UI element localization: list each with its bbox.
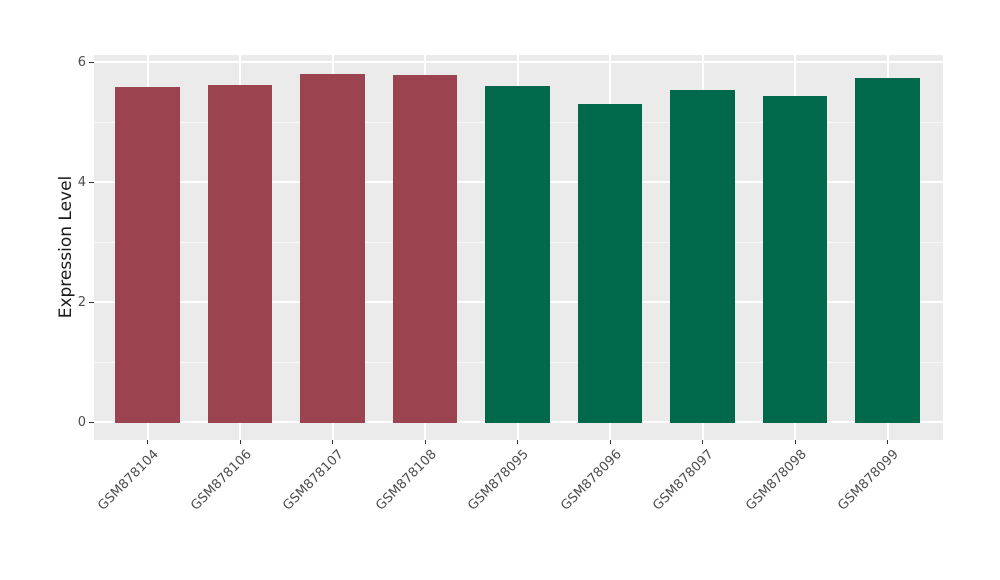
y-tick-label-0: 0	[77, 414, 86, 430]
y-axis-tick-2	[89, 301, 94, 303]
x-axis-tick-GSM878099	[887, 440, 888, 444]
bar-GSM878097	[670, 89, 735, 423]
bar-GSM878104	[115, 87, 180, 423]
x-tick-label-GSM878095: GSM878095	[465, 447, 533, 514]
bar-GSM878095	[485, 86, 550, 423]
bar-GSM878096	[577, 104, 643, 423]
x-axis-tick-GSM878106	[239, 440, 241, 444]
x-axis-tick-GSM878108	[424, 440, 426, 444]
bar-GSM878108	[392, 75, 458, 423]
bar-GSM878106	[207, 84, 273, 423]
y-tick-label-2: 2	[77, 294, 86, 310]
x-axis-tick-GSM878095	[517, 440, 518, 444]
plot-panel	[94, 55, 943, 440]
y-axis-tick-4	[89, 181, 94, 183]
x-tick-label-GSM878104: GSM878104	[95, 447, 163, 514]
x-axis-tick-GSM878098	[794, 440, 796, 444]
x-tick-label-GSM878107: GSM878107	[280, 447, 348, 514]
bar-GSM878107	[300, 74, 365, 423]
x-axis-tick-GSM878096	[609, 440, 611, 444]
x-axis-tick-GSM878104	[147, 440, 148, 444]
x-axis-tick-GSM878107	[332, 440, 333, 444]
bar-GSM878099	[855, 78, 920, 423]
y-tick-label-4: 4	[77, 174, 86, 190]
x-tick-label-GSM878096: GSM878096	[558, 447, 625, 514]
x-tick-label-GSM878108: GSM878108	[373, 447, 440, 514]
x-tick-label-GSM878098: GSM878098	[743, 447, 810, 514]
gridline-major-y6	[94, 61, 943, 63]
x-axis-tick-GSM878097	[702, 440, 703, 444]
x-tick-label-GSM878106: GSM878106	[188, 447, 255, 514]
x-tick-label-GSM878097: GSM878097	[650, 447, 718, 514]
bar-GSM878098	[762, 96, 828, 423]
y-axis-tick-0	[89, 421, 94, 423]
x-tick-label-GSM878099: GSM878099	[835, 447, 903, 514]
y-axis-tick-6	[89, 61, 94, 63]
y-tick-label-6: 6	[77, 54, 86, 70]
